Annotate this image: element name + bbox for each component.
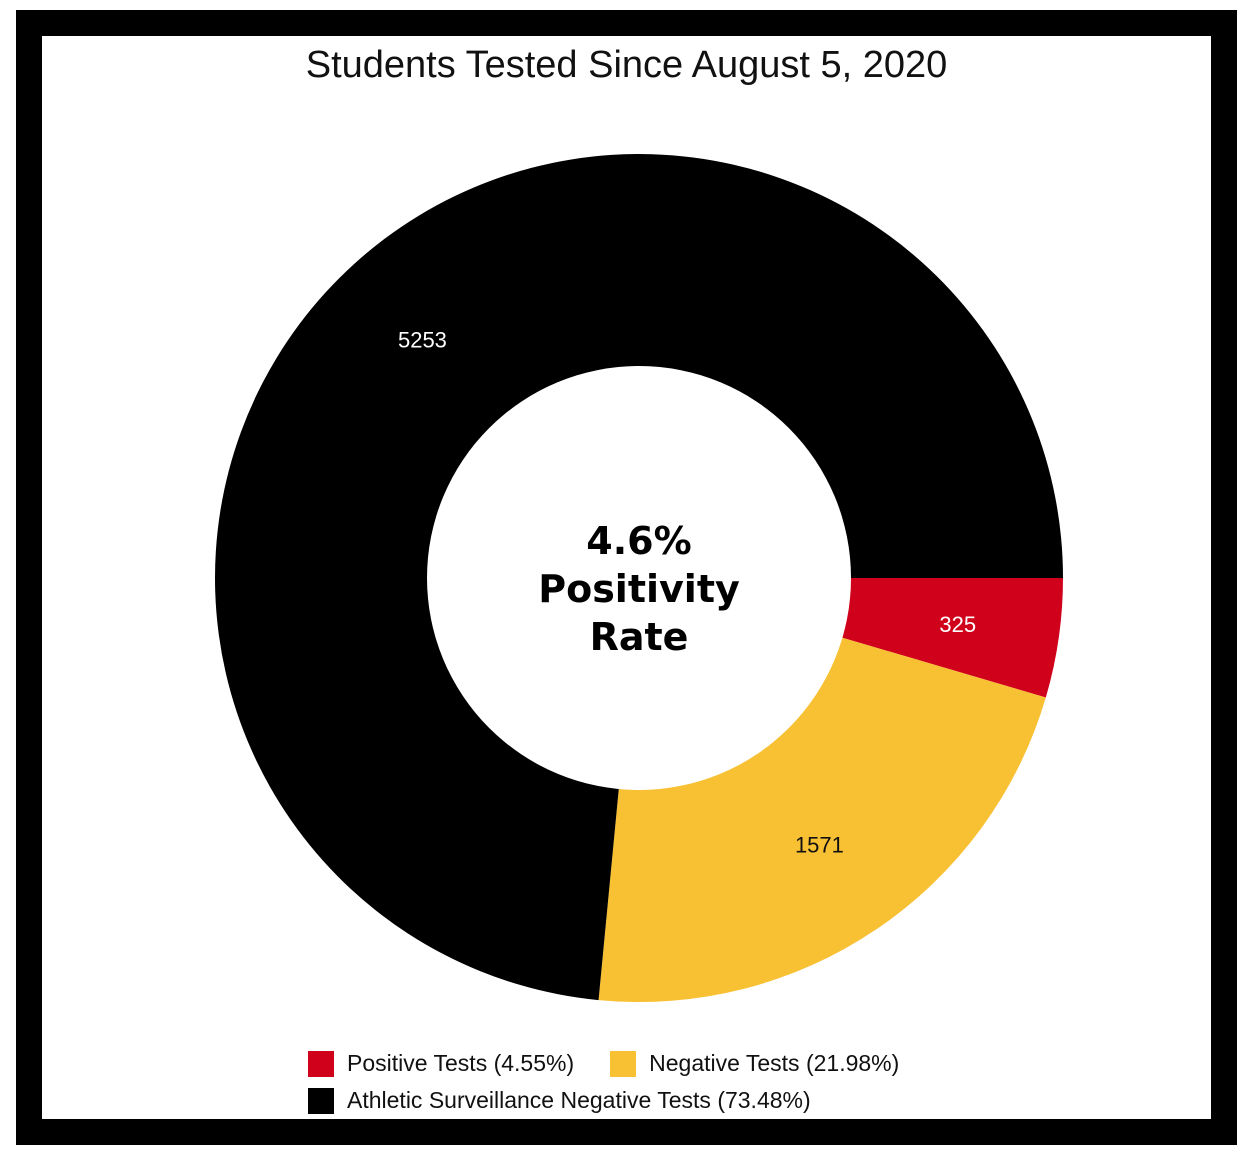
legend-label-negative: Negative Tests (21.98%) bbox=[649, 1050, 900, 1076]
legend-item-athletic: Athletic Surveillance Negative Tests (73… bbox=[308, 1087, 811, 1114]
legend-swatch-negative bbox=[610, 1050, 637, 1077]
chart-frame: Students Tested Since August 5, 2020 325… bbox=[16, 10, 1237, 1145]
legend-row: Positive Tests (4.55%) Negative Tests (2… bbox=[308, 1045, 935, 1082]
legend-swatch-athletic bbox=[308, 1087, 334, 1114]
legend-label-positive: Positive Tests (4.55%) bbox=[347, 1050, 575, 1076]
legend-item-negative: Negative Tests (21.98%) bbox=[610, 1050, 899, 1077]
legend-swatch-positive bbox=[308, 1050, 334, 1077]
data-label-athletic: 5253 bbox=[398, 328, 447, 353]
center-label-line1: Positivity bbox=[538, 567, 740, 611]
donut-chart: 325 1571 5253 4.6% Positivity Rate bbox=[215, 154, 1064, 1002]
data-label-positive: 325 bbox=[939, 612, 976, 637]
legend-row: Athletic Surveillance Negative Tests (73… bbox=[308, 1082, 935, 1119]
donut-hole bbox=[427, 366, 851, 790]
legend-item-positive: Positive Tests (4.55%) bbox=[308, 1050, 574, 1077]
chart-panel: Students Tested Since August 5, 2020 325… bbox=[42, 36, 1211, 1119]
data-label-negative: 1571 bbox=[795, 833, 844, 858]
center-value: 4.6% bbox=[586, 519, 691, 563]
chart-title: Students Tested Since August 5, 2020 bbox=[305, 44, 948, 86]
legend-label-athletic: Athletic Surveillance Negative Tests (73… bbox=[347, 1087, 811, 1113]
center-label-line2: Rate bbox=[590, 615, 689, 659]
chart-legend: Positive Tests (4.55%) Negative Tests (2… bbox=[308, 1045, 935, 1119]
